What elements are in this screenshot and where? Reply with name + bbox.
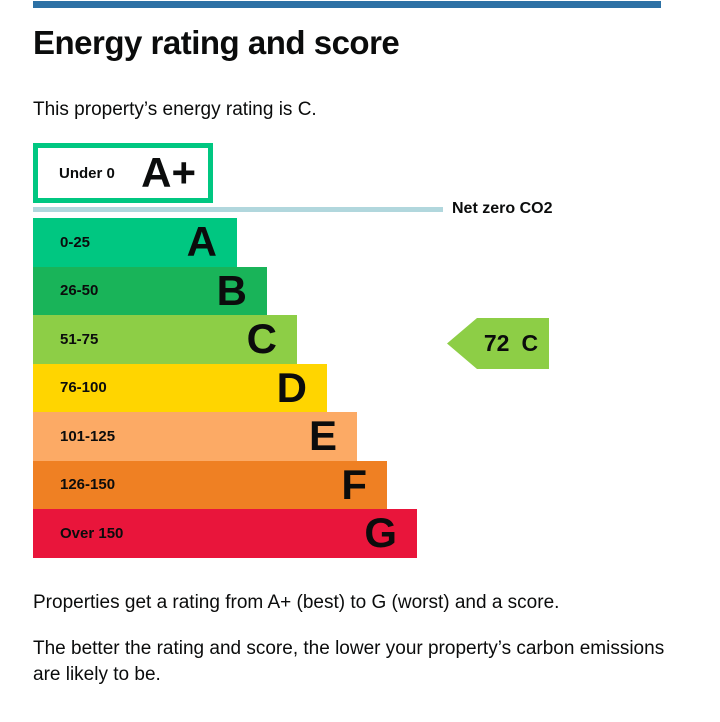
band-g: Over 150 G (33, 509, 417, 558)
band-letter: F (341, 460, 367, 508)
footer-paragraph-2-line: are likely to be. (33, 664, 161, 685)
band-b: 26-50 B (33, 266, 267, 315)
net-zero-label: Net zero CO2 (452, 200, 553, 217)
band-c: 51-75 C (33, 315, 297, 364)
current-rating-pointer: 72 C (447, 318, 549, 369)
footer-paragraph-2-line: The better the rating and score, the low… (33, 638, 665, 659)
band-e: 101-125 E (33, 412, 357, 461)
band-letter: A+ (141, 149, 196, 196)
footer-paragraph-1: Properties get a rating from A+ (best) t… (33, 590, 559, 616)
band-range: 26-50 (60, 282, 99, 300)
band-a: 0-25 A (33, 218, 237, 267)
footer-paragraph-2: The better the rating and score, the low… (33, 636, 664, 688)
band-range: 0-25 (60, 233, 91, 251)
band-letter: C (246, 315, 277, 363)
band-letter: E (308, 412, 337, 460)
band-letter: G (364, 509, 397, 557)
band-letter: B (216, 266, 247, 314)
band-range: 76-100 (60, 379, 107, 397)
page-title: Energy rating and score (33, 24, 400, 61)
band-letter: D (276, 363, 307, 411)
band-f: 126-150 F (33, 460, 387, 509)
band-range: 126-150 (60, 476, 116, 494)
band-letter: A (186, 218, 217, 266)
band-range: 101-125 (60, 427, 116, 445)
rating-bands: 0-25 A 26-50 B 51-75 C 76-100 D 101-125 E 126-150 F… (33, 218, 417, 558)
band-range: Over 150 (60, 524, 124, 542)
band-d: 76-100 D (33, 363, 327, 412)
rating-summary-text: This property’s energy rating is C. (33, 99, 317, 120)
band-range: 51-75 (60, 330, 99, 348)
top-keyline (33, 1, 661, 8)
current-score: 72 (483, 330, 510, 356)
band-range: Under 0 (59, 164, 115, 182)
current-band-letter: C (521, 330, 539, 356)
net-zero-line (33, 207, 443, 212)
footer-paragraph-1-line: Properties get a rating from A+ (best) t… (33, 592, 560, 613)
band-a-plus: Under 0 A+ (33, 143, 213, 203)
